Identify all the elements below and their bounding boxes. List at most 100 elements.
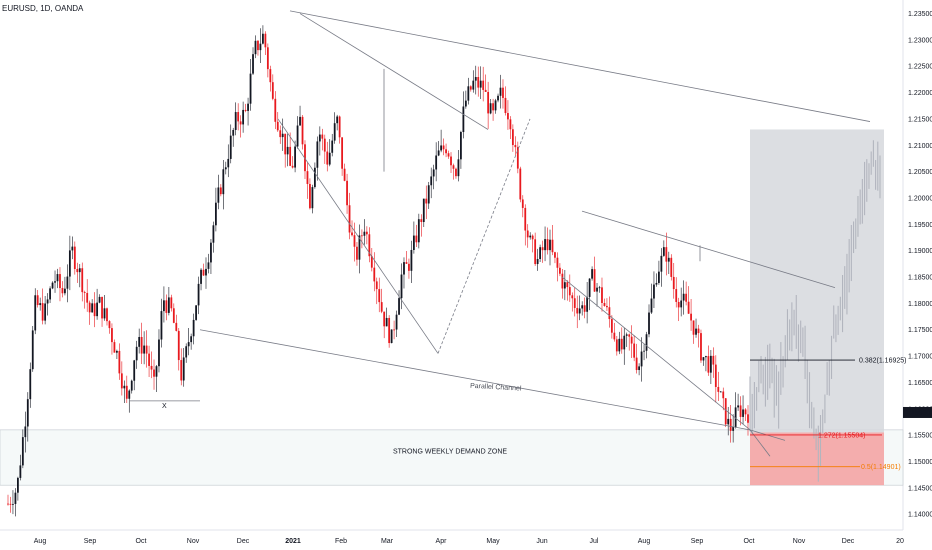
candle — [254, 35, 257, 59]
wedge-upper-line[interactable] — [299, 13, 489, 130]
candle — [343, 163, 346, 182]
candle — [21, 429, 24, 469]
fib-1272-label: 1.272(1.15504) — [818, 432, 865, 439]
candle — [620, 327, 623, 354]
candle — [98, 294, 101, 304]
x-tick-label: Oct — [744, 538, 755, 545]
candle — [655, 273, 658, 287]
candle — [511, 124, 514, 152]
candle — [610, 315, 613, 339]
candle — [487, 81, 490, 129]
x-tick-label: Nov — [793, 538, 806, 545]
candle — [417, 213, 420, 249]
candle — [405, 250, 408, 265]
candle — [563, 269, 566, 301]
candle — [12, 490, 14, 515]
candle — [536, 248, 539, 271]
candle — [596, 283, 598, 307]
candle — [356, 241, 358, 266]
candle — [393, 320, 395, 340]
candle — [682, 280, 685, 315]
candle — [237, 103, 240, 131]
x-tick-label: Dec — [237, 538, 250, 545]
candle — [472, 70, 475, 93]
candle — [279, 125, 282, 144]
candle — [271, 74, 274, 101]
candle — [695, 318, 697, 338]
candle — [187, 327, 190, 356]
target-zone[interactable] — [750, 432, 884, 486]
candle — [408, 258, 410, 279]
candle — [155, 365, 158, 393]
candle — [172, 303, 175, 324]
x-tick-label: May — [486, 538, 500, 545]
candle — [19, 454, 22, 481]
candle — [442, 138, 445, 156]
candle — [665, 232, 668, 276]
candle — [242, 101, 245, 133]
candle — [365, 226, 368, 245]
candle — [262, 25, 264, 45]
candle — [101, 296, 103, 327]
candle — [276, 112, 279, 132]
candle — [677, 297, 680, 322]
x-tick-label: Aug — [34, 538, 47, 545]
candle — [269, 65, 272, 92]
y-tick-label: 1.23000 — [908, 37, 932, 44]
candle — [524, 204, 527, 246]
candle — [73, 241, 76, 275]
candle — [346, 173, 348, 214]
candle — [395, 310, 398, 338]
candle — [91, 299, 94, 313]
candle — [390, 329, 393, 344]
candle — [544, 226, 546, 262]
candle — [214, 187, 217, 232]
x-tick-label: Sep — [691, 538, 704, 545]
x-tick-label: Apr — [436, 538, 448, 545]
candle — [625, 332, 628, 347]
candle — [192, 313, 195, 345]
candle — [239, 115, 242, 138]
candle — [712, 347, 715, 378]
candle — [266, 43, 269, 78]
candle — [628, 333, 631, 351]
candle — [719, 391, 722, 393]
candle — [41, 288, 44, 325]
candle — [378, 277, 381, 313]
candle — [232, 127, 235, 147]
candle — [338, 115, 341, 144]
retrace-line[interactable] — [749, 429, 771, 457]
candle — [608, 296, 611, 328]
candle — [432, 164, 435, 190]
candle — [687, 286, 690, 314]
candle — [534, 232, 537, 266]
candle — [341, 137, 344, 176]
candle — [504, 86, 507, 116]
candle — [578, 295, 581, 321]
candle — [130, 379, 133, 394]
candle — [561, 269, 564, 299]
candle — [507, 100, 509, 130]
candle — [613, 322, 616, 342]
candle — [373, 252, 376, 292]
candle — [361, 229, 363, 249]
candle — [229, 124, 232, 164]
y-tick-label: 1.18000 — [908, 301, 932, 308]
candle — [358, 224, 361, 274]
dashed-trendline[interactable] — [437, 118, 531, 354]
descending-lower-line[interactable] — [561, 276, 751, 431]
upper-trendline[interactable] — [289, 10, 871, 122]
parallel-channel-line[interactable] — [199, 329, 751, 431]
candle — [133, 359, 136, 391]
candle — [623, 328, 626, 365]
candle — [143, 331, 146, 365]
candle — [83, 290, 86, 309]
candle — [541, 240, 544, 263]
descending-upper-line[interactable] — [581, 210, 836, 288]
y-tick-label: 1.21000 — [908, 143, 932, 150]
candle — [26, 392, 29, 442]
wedge-lower-line[interactable] — [277, 118, 439, 354]
y-tick-label: 1.21500 — [908, 116, 932, 123]
candle — [630, 325, 633, 359]
